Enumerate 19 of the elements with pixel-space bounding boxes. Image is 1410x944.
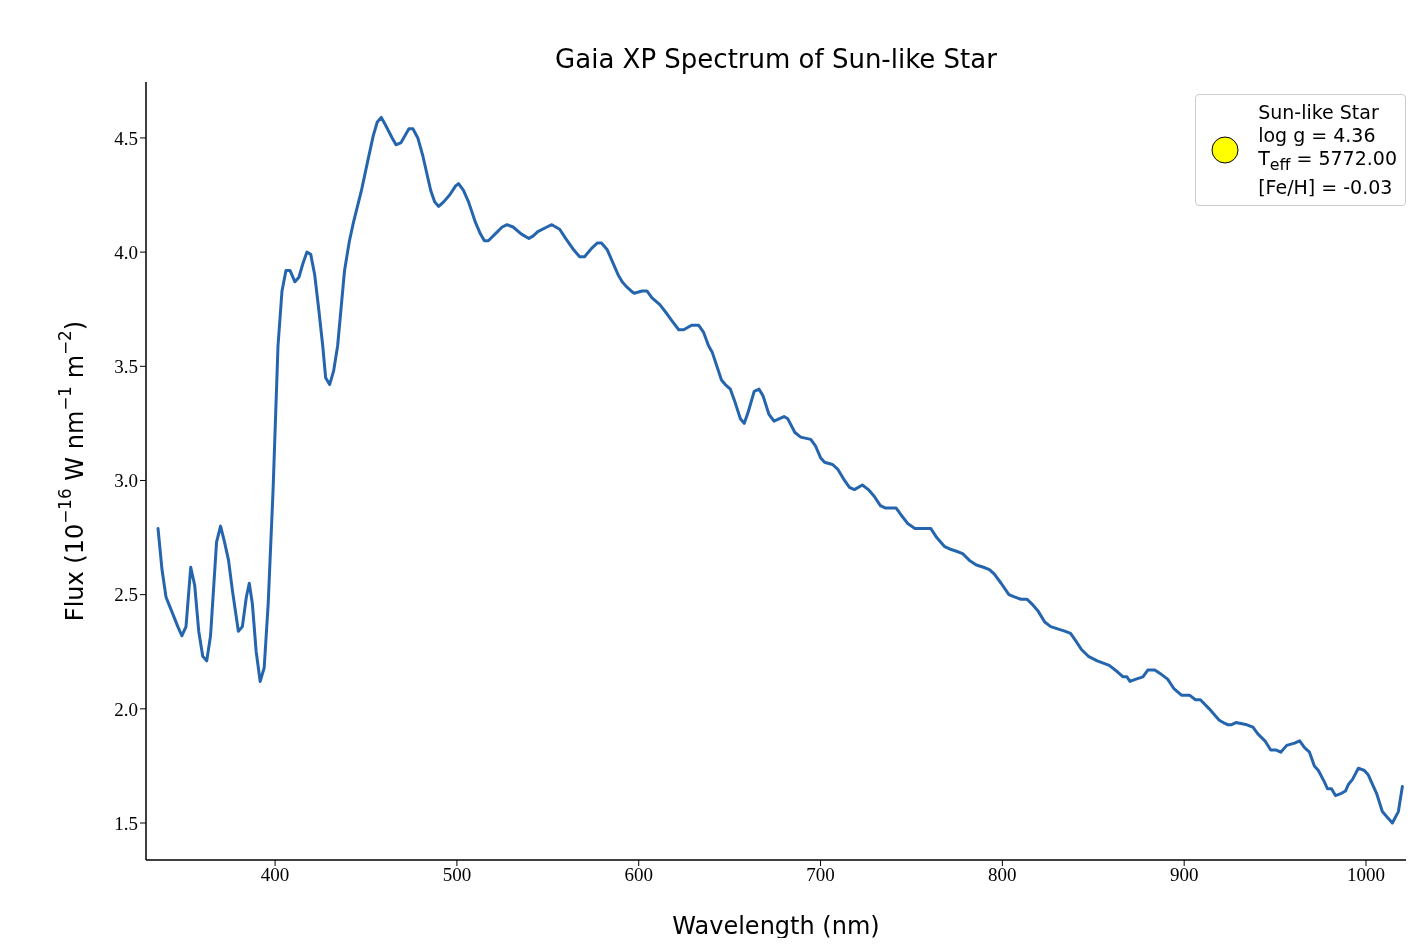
- annotation: log g = 4.36: [1258, 124, 1377, 147]
- y-tick-label: 1.5: [114, 812, 138, 834]
- annotation: Sun-like Star: [1258, 101, 1380, 124]
- y-tick-label: 3.0: [114, 470, 138, 492]
- y-tick-label: 4.5: [114, 127, 138, 149]
- annotation: [Fe/H] = -0.03: [1258, 175, 1394, 199]
- y-tick-label: 4.0: [114, 241, 138, 263]
- chart-title: Gaia XP Spectrum of Sun-like Star: [555, 44, 998, 74]
- x-tick-label: 400: [260, 864, 290, 886]
- y-tick-label: 3.5: [114, 356, 138, 378]
- x-tick-label: 900: [1169, 864, 1199, 886]
- x-tick-label: 500: [442, 864, 472, 886]
- x-tick-label: 1000: [1347, 864, 1385, 886]
- x-tick-label: 600: [624, 864, 653, 886]
- y-tick-label: 2.5: [114, 584, 138, 606]
- x-tick-label: 700: [806, 864, 835, 886]
- annotation: T$_{eff}$ = 5772.00: [1258, 147, 1397, 176]
- y-tick-label: 2.0: [114, 698, 138, 720]
- x-tick-label: 800: [988, 864, 1017, 886]
